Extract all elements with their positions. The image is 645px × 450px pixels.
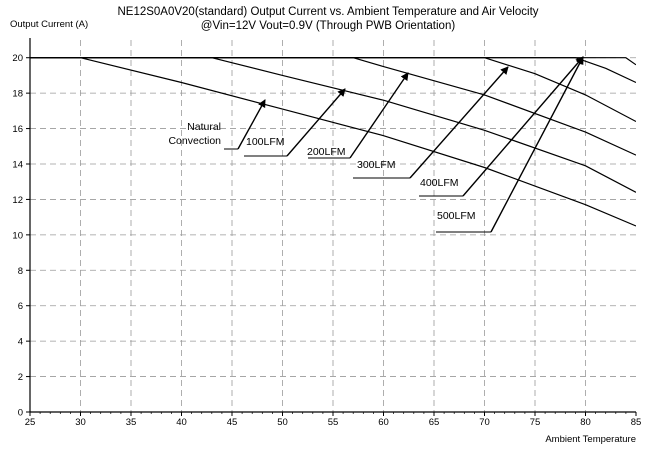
y-tick-label: 20 [12, 53, 23, 64]
y-tick-label: 10 [12, 230, 23, 241]
annotation-arrow [409, 66, 509, 179]
x-tick-label: 25 [25, 417, 36, 428]
x-tick-label: 75 [530, 417, 541, 428]
annotations: Natural Convection 100LFM 200LFM 300LFM 400LF… [168, 56, 584, 233]
x-tick-label: 55 [328, 417, 339, 428]
annotation-arrow [349, 72, 409, 159]
x-tick-label: 80 [580, 417, 591, 428]
series-line-5 [30, 57, 636, 66]
x-tick-label: 35 [126, 417, 137, 428]
y-tick-label: 14 [12, 160, 23, 171]
x-axis-title: Ambient Temperature [545, 434, 636, 445]
annotation-label: 300LFM [357, 159, 396, 171]
y-tick-label: 12 [12, 195, 23, 206]
series-lines [30, 57, 636, 227]
x-tick-label: 40 [176, 417, 187, 428]
annotation-label: 500LFM [437, 210, 476, 222]
gridlines [30, 40, 636, 412]
y-tick-label: 6 [18, 301, 23, 312]
x-tick-label: 65 [429, 417, 440, 428]
annotation-arrow [490, 56, 584, 233]
annotation-label: 400LFM [420, 177, 459, 189]
y-tick-label: 2 [18, 372, 23, 383]
y-tick-label: 8 [18, 266, 23, 277]
y-tick-labels: 0 2 4 6 8 10 12 14 16 18 20 [12, 53, 23, 418]
x-tick-label: 60 [378, 417, 389, 428]
annotation-arrow [237, 99, 266, 150]
x-tick-label: 85 [631, 417, 642, 428]
y-tick-label: 4 [18, 337, 23, 348]
y-tick-label: 16 [12, 124, 23, 135]
annotation-label: Natural [187, 121, 221, 133]
y-tick-label: 0 [18, 408, 23, 419]
x-tick-label: 45 [227, 417, 238, 428]
x-tick-labels: 25 30 35 40 45 50 55 60 65 70 75 80 85 [25, 417, 642, 428]
axes [26, 38, 637, 416]
y-axis-title: Output Current (A) [10, 19, 88, 30]
chart-title: NE12S0A0V20(standard) Output Current vs.… [117, 6, 538, 18]
x-tick-label: 30 [75, 417, 86, 428]
annotation-arrow [286, 88, 346, 157]
series-line-0 [30, 57, 636, 227]
annotation-label-line2: Convection [168, 135, 221, 147]
x-tick-label: 50 [277, 417, 288, 428]
annotation-label: 200LFM [307, 146, 346, 158]
annotation-label: 100LFM [246, 136, 285, 148]
annotation-arrow [462, 56, 584, 197]
x-tick-label: 70 [479, 417, 490, 428]
y-tick-label: 18 [12, 89, 23, 100]
chart-subtitle: @Vin=12V Vout=0.9V (Through PWB Orientat… [201, 20, 456, 32]
